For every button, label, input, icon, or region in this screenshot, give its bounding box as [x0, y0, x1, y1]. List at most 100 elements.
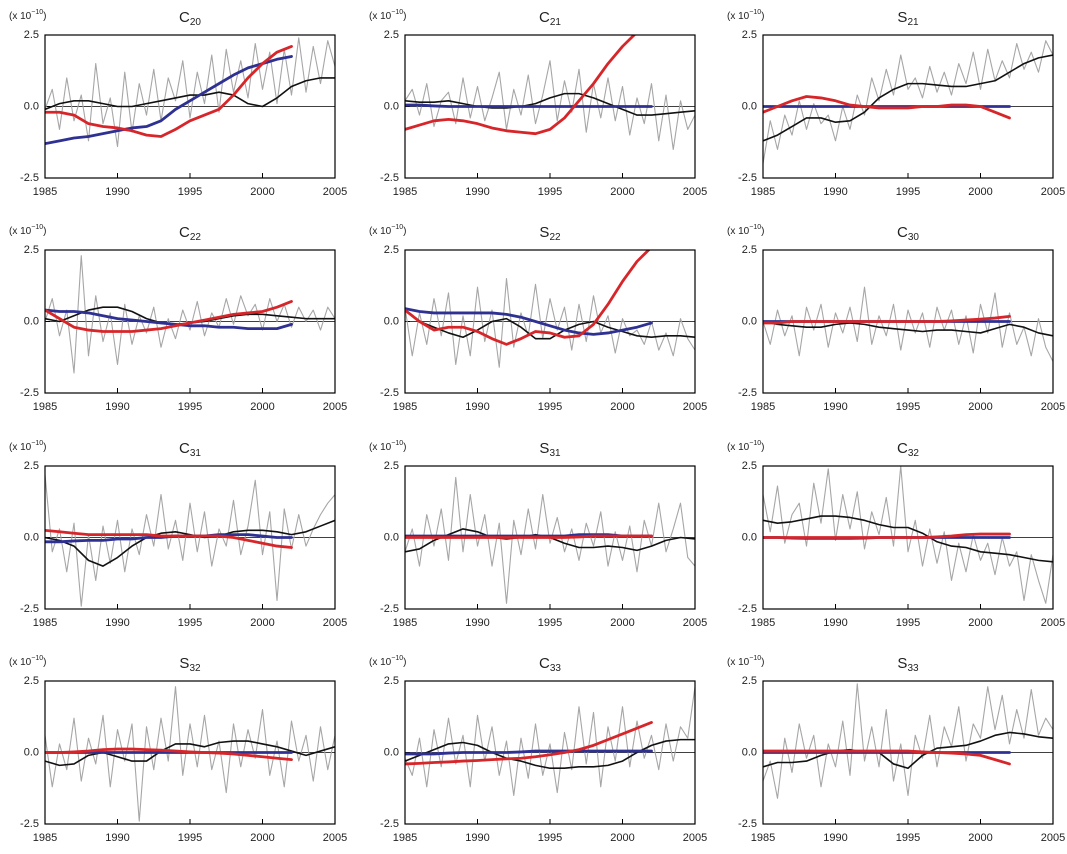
plot-area	[405, 250, 695, 368]
y-unit-base: (x 10	[9, 442, 32, 453]
x-tick-label: 2005	[323, 401, 347, 413]
y-unit: (x 10−10)	[9, 9, 46, 22]
y-unit: (x 10−10)	[369, 224, 406, 237]
y-unit-close: )	[761, 11, 764, 22]
y-unit-exponent: −10	[391, 655, 403, 662]
series-line	[763, 54, 1053, 142]
series-line	[763, 95, 1011, 120]
x-tick-label: 1990	[823, 617, 847, 629]
x-tick-label: 1985	[393, 832, 417, 844]
series-line	[405, 534, 653, 539]
panel: S22 (x 10−10) 2.5 0.0 -2.5 1985 1990 1995 2000 20…	[369, 224, 707, 413]
panel-title: S21	[897, 9, 919, 28]
x-tick-label: 1985	[751, 832, 775, 844]
x-tick-label: 1990	[105, 832, 129, 844]
frame	[44, 249, 336, 394]
x-tick-label: 1995	[538, 401, 562, 413]
series-line	[45, 77, 335, 111]
x-tick-label: 2000	[250, 401, 274, 413]
y-unit-base: (x 10	[369, 11, 392, 22]
y-unit-close: )	[43, 442, 46, 453]
series-line	[763, 320, 1053, 337]
y-tick-label: 0.0	[24, 746, 39, 758]
y-tick-label: 0.0	[24, 100, 39, 112]
y-tick-label: 2.5	[742, 460, 757, 472]
y-tick-label: 2.5	[742, 29, 757, 41]
title-letter: C	[179, 9, 190, 26]
panel-title: S22	[539, 224, 561, 243]
y-tick-label: 2.5	[24, 460, 39, 472]
y-tick-label: 2.5	[24, 675, 39, 687]
x-tick-label: 2000	[968, 832, 992, 844]
title-letter: S	[179, 655, 189, 672]
title-subscript: 21	[550, 17, 562, 28]
y-tick-label: 0.0	[742, 531, 757, 543]
y-tick-label: -2.5	[380, 818, 399, 830]
title-subscript: 20	[190, 17, 202, 28]
panel-title: C30	[897, 224, 919, 243]
series-line	[45, 55, 293, 146]
y-unit: (x 10−10)	[369, 440, 406, 453]
y-unit-base: (x 10	[9, 657, 32, 668]
x-tick-label: 1985	[33, 401, 57, 413]
x-tick-label: 1995	[538, 186, 562, 198]
plot-area	[763, 286, 1053, 363]
plot-area	[45, 686, 335, 822]
series-line	[763, 532, 1011, 539]
y-tick-label: -2.5	[738, 387, 757, 399]
panel-title: C22	[179, 224, 201, 243]
x-tick-label: 1995	[178, 186, 202, 198]
title-letter: S	[539, 224, 549, 241]
x-tick-label: 1995	[178, 401, 202, 413]
x-tick-label: 1985	[751, 617, 775, 629]
x-tick-label: 1990	[105, 186, 129, 198]
plot-area	[405, 476, 695, 604]
y-unit-exponent: −10	[31, 655, 43, 662]
frame	[404, 680, 696, 825]
y-tick-label: 0.0	[24, 531, 39, 543]
frame	[762, 680, 1054, 825]
y-tick-label: -2.5	[20, 818, 39, 830]
y-unit-exponent: −10	[749, 440, 761, 447]
panel: C22 (x 10−10) 2.5 0.0 -2.5 1985 1990 1995 2000 20…	[9, 224, 347, 413]
panel-title: C32	[897, 440, 919, 459]
series-line	[405, 250, 651, 346]
title-subscript: 32	[189, 663, 201, 674]
series-line	[45, 45, 293, 138]
panel-title: S31	[539, 440, 561, 459]
y-unit: (x 10−10)	[727, 440, 764, 453]
x-tick-label: 1985	[393, 617, 417, 629]
title-letter: C	[539, 655, 550, 672]
y-tick-label: 2.5	[384, 29, 399, 41]
y-tick-label: 0.0	[384, 746, 399, 758]
y-tick-label: 0.0	[742, 315, 757, 327]
y-unit-base: (x 10	[369, 657, 392, 668]
title-subscript: 33	[550, 663, 562, 674]
x-tick-label: 1995	[896, 186, 920, 198]
panel-title: S33	[897, 655, 919, 674]
title-letter: C	[539, 9, 550, 26]
y-tick-label: -2.5	[20, 387, 39, 399]
x-tick-label: 2000	[250, 832, 274, 844]
x-tick-label: 2000	[610, 186, 634, 198]
x-tick-label: 1990	[465, 186, 489, 198]
panel: S21 (x 10−10) 2.5 0.0 -2.5 1985 1990 1995 2000 20…	[727, 9, 1065, 198]
y-unit-exponent: −10	[31, 9, 43, 16]
y-tick-label: -2.5	[20, 172, 39, 184]
panel-title: C31	[179, 440, 201, 459]
y-unit-exponent: −10	[749, 9, 761, 16]
plot-area	[405, 35, 695, 150]
series-line	[763, 314, 1011, 325]
series-line	[405, 60, 695, 150]
x-tick-label: 1995	[896, 617, 920, 629]
series-line	[405, 738, 695, 770]
y-tick-label: -2.5	[380, 387, 399, 399]
x-tick-label: 1995	[178, 617, 202, 629]
x-tick-label: 2005	[683, 617, 707, 629]
x-tick-label: 1990	[105, 617, 129, 629]
x-tick-label: 1985	[33, 832, 57, 844]
panel-title: C20	[179, 9, 201, 28]
x-tick-label: 2000	[610, 401, 634, 413]
y-tick-label: -2.5	[738, 603, 757, 615]
